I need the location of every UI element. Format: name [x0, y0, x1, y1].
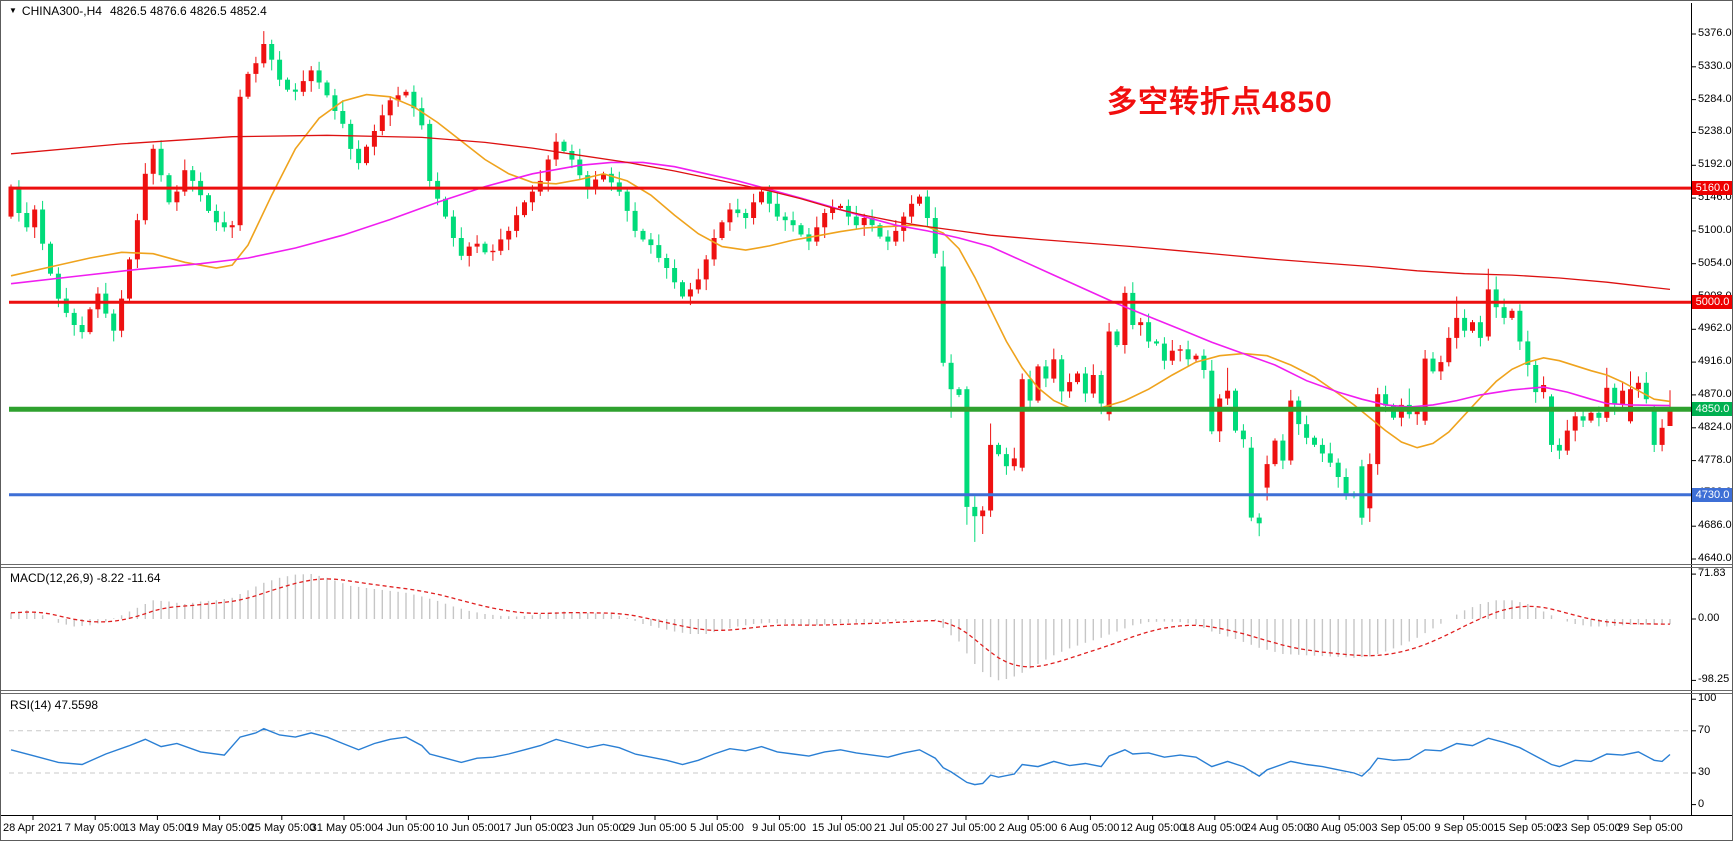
horizontal-levels-layer [9, 186, 1691, 497]
price-axis[interactable] [1691, 3, 1732, 815]
moving-averages-layer [10, 93, 1671, 449]
rsi-panel-area[interactable] [9, 695, 1691, 813]
main-chart-area[interactable] [9, 3, 1691, 564]
panel-borders-layer [1, 3, 1732, 820]
candlesticks-layer [8, 31, 1673, 542]
macd-layer [10, 574, 1671, 681]
rsi-layer [9, 727, 1691, 786]
time-axis[interactable] [1, 816, 1732, 840]
macd-panel-area[interactable] [9, 569, 1691, 689]
